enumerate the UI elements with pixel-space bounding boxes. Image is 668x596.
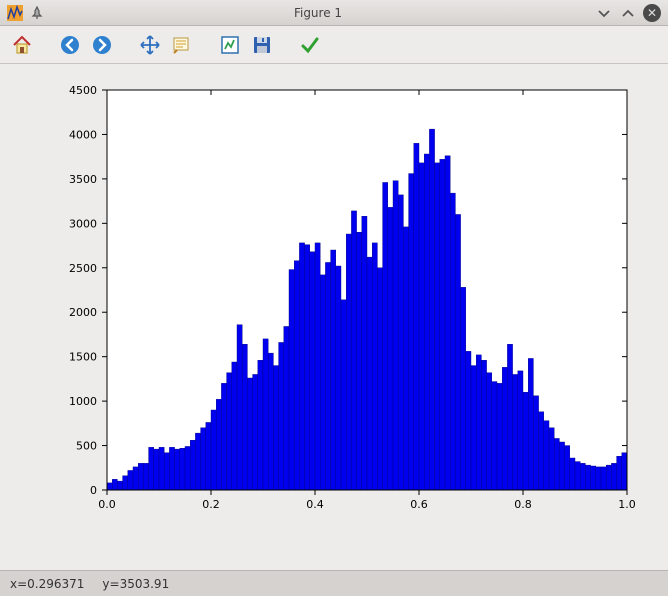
statusbar: x=0.296371 y=3503.91	[0, 570, 668, 596]
titlebar: Figure 1 ✕	[0, 0, 668, 26]
plot-canvas: 0 500 1000 1500 2000 2500 3000 3500 4000 4500 0.0 0…	[12, 70, 656, 564]
svg-text:3500: 3500	[69, 173, 97, 186]
status-y: y=3503.91	[102, 577, 169, 591]
svg-text:0.0: 0.0	[98, 498, 116, 511]
plot-area[interactable]: 0 500 1000 1500 2000 2500 3000 3500 4000 4500 0.0 0…	[0, 64, 668, 570]
svg-text:500: 500	[76, 440, 97, 453]
subplots-button[interactable]	[216, 31, 244, 59]
zoom-button[interactable]	[168, 31, 196, 59]
svg-text:2000: 2000	[69, 306, 97, 319]
svg-text:4500: 4500	[69, 84, 97, 97]
svg-text:0.6: 0.6	[410, 498, 428, 511]
svg-text:1000: 1000	[69, 395, 97, 408]
confirm-button[interactable]	[296, 31, 324, 59]
maximize-button[interactable]	[618, 3, 638, 23]
close-button[interactable]: ✕	[642, 3, 662, 23]
svg-text:2500: 2500	[69, 262, 97, 275]
window-title: Figure 1	[46, 6, 590, 20]
home-button[interactable]	[8, 31, 36, 59]
pan-button[interactable]	[136, 31, 164, 59]
svg-text:0.4: 0.4	[306, 498, 324, 511]
save-button[interactable]	[248, 31, 276, 59]
toolbar	[0, 26, 668, 64]
svg-text:0.8: 0.8	[514, 498, 532, 511]
status-x: x=0.296371	[10, 577, 84, 591]
back-button[interactable]	[56, 31, 84, 59]
forward-button[interactable]	[88, 31, 116, 59]
app-icon	[6, 4, 24, 22]
svg-text:3000: 3000	[69, 217, 97, 230]
pin-icon[interactable]	[28, 4, 46, 22]
svg-text:1500: 1500	[69, 351, 97, 364]
svg-text:4000: 4000	[69, 128, 97, 141]
svg-text:0: 0	[90, 484, 97, 497]
svg-text:1.0: 1.0	[618, 498, 636, 511]
svg-text:0.2: 0.2	[202, 498, 220, 511]
histogram-chart: 0 500 1000 1500 2000 2500 3000 3500 4000 4500 0.0 0…	[12, 70, 652, 520]
minimize-button[interactable]	[594, 3, 614, 23]
